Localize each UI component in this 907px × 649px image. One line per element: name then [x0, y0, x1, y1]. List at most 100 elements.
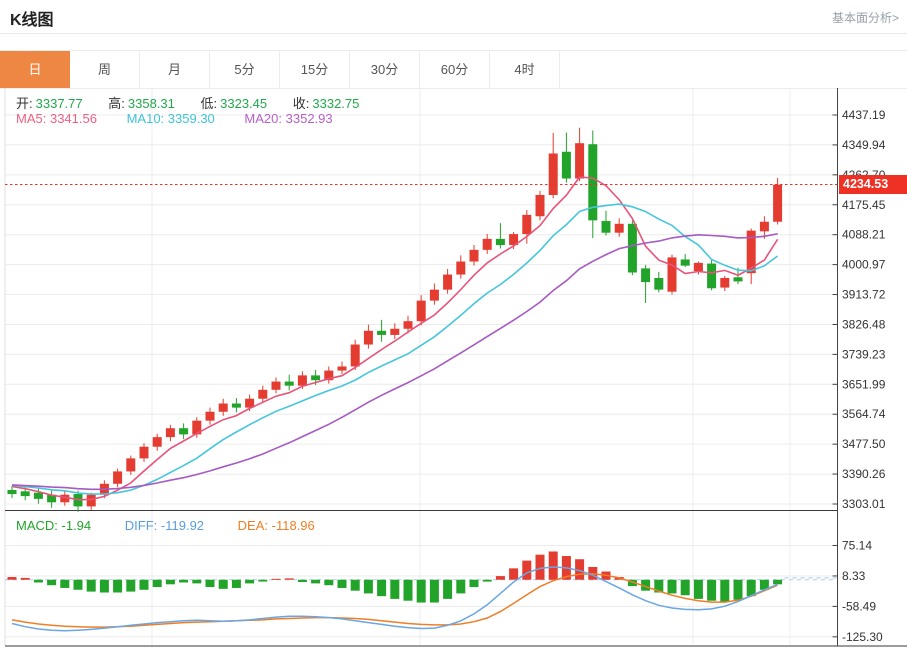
- ma20-value: 3352.93: [285, 111, 333, 126]
- macd-hist-bar: [126, 579, 136, 592]
- macd-hist-bar: [680, 579, 690, 596]
- macd-hist-bar: [733, 579, 743, 600]
- macd-hist-bar: [707, 579, 717, 601]
- candle-body: [627, 223, 637, 273]
- candle-body: [179, 428, 189, 435]
- macd-hist-bar: [548, 551, 558, 580]
- macd-hist-bar: [720, 579, 730, 602]
- macd-hist-bar: [693, 579, 703, 599]
- y-axis-label: 3303.01: [842, 497, 886, 511]
- candle-body: [152, 437, 162, 447]
- candle-body: [654, 277, 664, 290]
- macd-hist-bar: [99, 579, 109, 593]
- macd-hist-bar: [495, 576, 505, 580]
- open-value: 3337.77: [35, 96, 83, 111]
- y-axis-label: 4175.45: [842, 198, 886, 212]
- candle-body: [588, 144, 598, 221]
- candle-body: [746, 230, 756, 274]
- open-label: 开:: [16, 96, 33, 111]
- candle-body: [720, 277, 730, 288]
- candle-body: [192, 420, 202, 435]
- macd-label: MACD:: [16, 518, 58, 533]
- candle-body: [482, 238, 492, 250]
- candle-body: [7, 489, 17, 495]
- macd-hist-bar: [60, 579, 70, 588]
- current-price-badge: 4234.53: [839, 175, 907, 194]
- macd-hist-bar: [627, 579, 637, 587]
- tab-day[interactable]: 日: [0, 51, 70, 88]
- macd-hist-bar: [192, 579, 202, 584]
- ma10-line: [11, 203, 779, 495]
- macd-hist-bar: [245, 579, 255, 584]
- candle-body: [363, 330, 373, 345]
- candle-body: [33, 492, 43, 499]
- macd-hist-bar: [258, 579, 268, 582]
- candle-body: [47, 494, 57, 503]
- candle-body: [258, 389, 268, 399]
- candle-body: [60, 494, 70, 503]
- ma20-label: MA20:: [244, 111, 282, 126]
- macd-hist-bar: [641, 579, 651, 591]
- ma20-line: [11, 233, 778, 491]
- tab-month[interactable]: 月: [140, 51, 210, 88]
- close-label: 收:: [292, 96, 310, 111]
- candle-body: [126, 458, 136, 472]
- high-label: 高:: [108, 96, 125, 111]
- candle-body: [86, 494, 96, 507]
- macd-hist-bar: [179, 579, 189, 583]
- macd-hist-bar: [324, 579, 334, 586]
- candle-body: [311, 375, 321, 381]
- macd-hist-bar: [205, 579, 215, 588]
- macd-hist-bar: [575, 559, 585, 580]
- candle-body: [205, 411, 215, 421]
- tab-60min[interactable]: 60分: [420, 51, 490, 88]
- candle-body: [548, 153, 558, 195]
- candle-body: [509, 234, 519, 246]
- candle-body: [284, 381, 294, 386]
- ma10-label: MA10:: [126, 111, 165, 126]
- y-axis-label: 3651.99: [842, 377, 886, 391]
- macd-hist-bar: [337, 579, 347, 588]
- candle-body: [271, 381, 281, 390]
- candle-body: [759, 221, 769, 232]
- tab-30min[interactable]: 30分: [350, 51, 420, 88]
- macd-hist-bar: [509, 568, 519, 580]
- macd-hist-bar: [231, 579, 241, 588]
- ma5-label: MA5:: [16, 111, 47, 126]
- candle-body: [561, 151, 571, 179]
- macd-hist-bar: [284, 578, 294, 580]
- title-divider: [0, 33, 907, 34]
- y-axis-label: 3564.74: [842, 407, 886, 421]
- macd-hist-bar: [443, 579, 453, 599]
- macd-hist-bar: [152, 579, 162, 588]
- macd-hist-bar: [456, 579, 466, 594]
- dea-label: DEA:: [237, 518, 269, 533]
- y-axis-label: 3477.50: [842, 437, 886, 451]
- tab-week[interactable]: 周: [70, 51, 140, 88]
- candle-body: [350, 344, 360, 367]
- candle-body: [601, 221, 611, 233]
- candle-body: [495, 238, 505, 246]
- low-label: 低:: [200, 96, 218, 111]
- tab-15min[interactable]: 15分: [280, 51, 350, 88]
- fundamental-analysis-link[interactable]: 基本面分析>: [831, 11, 899, 25]
- macd-hist-bar: [7, 577, 17, 580]
- y-axis-label: 3390.26: [842, 467, 886, 481]
- tab-4hour[interactable]: 4时: [490, 51, 560, 88]
- candle-body: [575, 143, 585, 179]
- candle-body: [231, 403, 241, 408]
- candle-body: [429, 289, 439, 301]
- dea-value: -118.96: [271, 518, 315, 533]
- macd-hist-bar: [429, 579, 439, 603]
- ma5-value: 3341.56: [49, 111, 97, 126]
- y-axis-label-macd: 75.14: [842, 539, 872, 553]
- macd-hist-bar: [469, 579, 479, 588]
- diff-value-readout: DIFF: -119.92: [125, 518, 204, 533]
- tab-5min[interactable]: 5分: [210, 51, 280, 88]
- ma20-readout: MA20: 3352.93: [244, 111, 332, 126]
- ma5-line: [11, 176, 779, 501]
- macd-hist-bar: [271, 578, 281, 580]
- y-axis-label: 4437.19: [842, 108, 886, 122]
